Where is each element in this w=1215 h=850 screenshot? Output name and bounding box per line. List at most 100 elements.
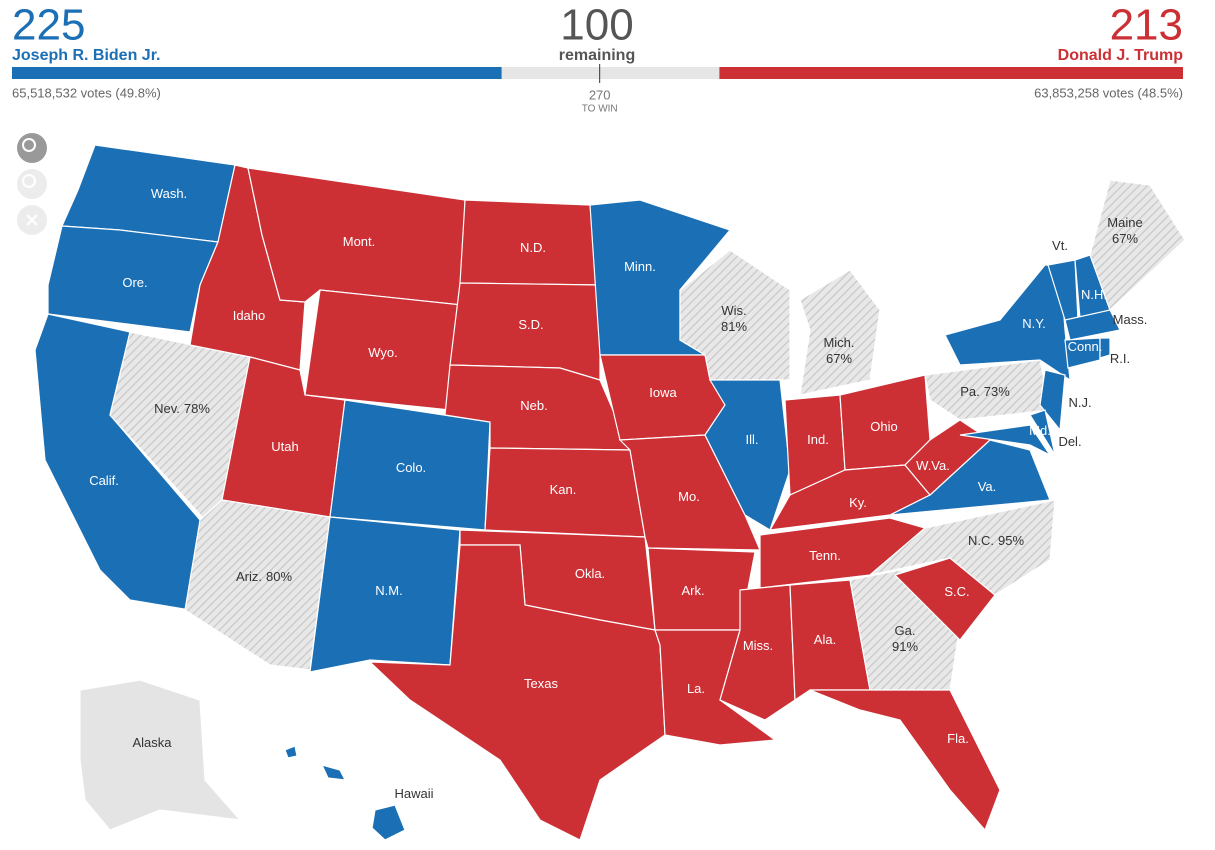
state-label: Maine 67% [1107,215,1142,246]
state-label: Alaska [132,735,172,750]
state-label: Mo. [678,489,700,504]
biden-name: Joseph R. Biden Jr. [12,47,160,64]
state-label: Ariz. 80% [236,569,292,584]
state-name: Ga. [895,623,916,638]
state-label: Ky. [849,495,867,510]
reporting-percent: 81% [721,319,747,334]
state-name: Utah [271,439,298,454]
state-name: S.C. [944,584,969,599]
bar-segment [719,67,1183,79]
state-name: N.M. [375,583,402,598]
state-shape [1099,337,1111,359]
state-label: N.D. [520,240,546,255]
biden-popular-votes: 65,518,532 votes (49.8%) [12,85,161,100]
state-shape [320,764,347,781]
state-label: N.Y. [1022,316,1046,331]
state-label: Mass. [1113,312,1148,327]
state-shape [368,544,666,841]
state-name: Ark. [681,583,704,598]
state-name: Nev. [154,401,180,416]
zoom-controls [17,133,47,235]
state-name: W.Va. [916,458,950,473]
zoom-in-icon [22,138,36,152]
state-label: La. [687,681,705,696]
state-name: Hawaii [394,786,433,801]
state-label: R.I. [1110,351,1130,366]
state-name: Mich. [823,335,854,350]
state-shape [924,359,1051,421]
state-label: Ind. [807,432,829,447]
state-shape [371,804,406,841]
state-label: Utah [271,439,298,454]
state-name: Tenn. [809,548,841,563]
state-shape [809,689,1001,832]
state-label: Calif. [89,473,119,488]
state-name: Neb. [520,398,547,413]
state-label: Minn. [624,259,656,274]
state-label: N.J. [1068,395,1091,410]
zoom-out-button[interactable] [17,169,47,199]
state-name: Maine [1107,215,1142,230]
state-label: Ohio [870,419,897,434]
reporting-percent: 67% [1112,231,1138,246]
zoom-in-button[interactable] [17,133,47,163]
state-name: Texas [524,676,558,691]
state-name: Iowa [649,385,677,400]
state-label: Mich. 67% [823,335,854,366]
state-name: Wash. [151,186,187,201]
state-name: Ill. [746,432,759,447]
state-label: Del. [1058,434,1081,449]
zoom-out-icon [22,174,36,188]
states [34,144,1186,841]
state-label: S.D. [518,317,543,332]
state-name: Pa. [960,384,980,399]
state-name: Miss. [743,638,773,653]
state-labels: Wash. Ore. Calif. Nev. 78% Idaho Mont. Wyo. Utah… [89,186,1147,801]
to-win-number: 270 [589,87,611,102]
header: 225 Joseph R. Biden Jr. 65,518,532 votes… [12,1,1183,101]
remaining-count: 100 [560,1,633,50]
state-label: Va. [978,479,997,494]
state-name: Wyo. [368,345,398,360]
state-label: Ark. [681,583,704,598]
state-name: Fla. [947,731,969,746]
state-label: Hawaii [394,786,433,801]
remaining-label: remaining [559,47,635,64]
state-label: Fla. [947,731,969,746]
state-name: Md. [1029,423,1051,438]
state-label: Tenn. [809,548,841,563]
state-name: Mont. [343,234,376,249]
state-name: Mass. [1113,312,1148,327]
state-shape [284,745,298,759]
state-label: Ga. 91% [892,623,918,654]
state-name: Kan. [550,482,577,497]
state-name: N.J. [1068,395,1091,410]
state-label: Wyo. [368,345,398,360]
trump-electoral-votes: 213 [1110,1,1183,50]
state-shape [309,516,461,673]
state-label: Wash. [151,186,187,201]
state-name: N.Y. [1022,316,1046,331]
state-label: Kan. [550,482,577,497]
state-label: Idaho [233,308,266,323]
state-name: Del. [1058,434,1081,449]
state-label: S.C. [944,584,969,599]
state-name: Ore. [122,275,147,290]
state-name: Ala. [814,632,836,647]
reporting-percent: 78% [184,401,210,416]
state-shape [869,499,1056,596]
state-shape [704,379,791,531]
state-shape [1039,369,1066,432]
trump-name: Donald J. Trump [1058,47,1184,64]
state-name: Wis. [721,303,746,318]
state-shape [79,679,242,831]
state-label: Nev. 78% [154,401,210,416]
state-shape [904,419,991,496]
state-name: N.D. [520,240,546,255]
state-name: Ohio [870,419,897,434]
state-name: S.D. [518,317,543,332]
state-name: Mo. [678,489,700,504]
biden-electoral-votes: 225 [12,1,85,50]
